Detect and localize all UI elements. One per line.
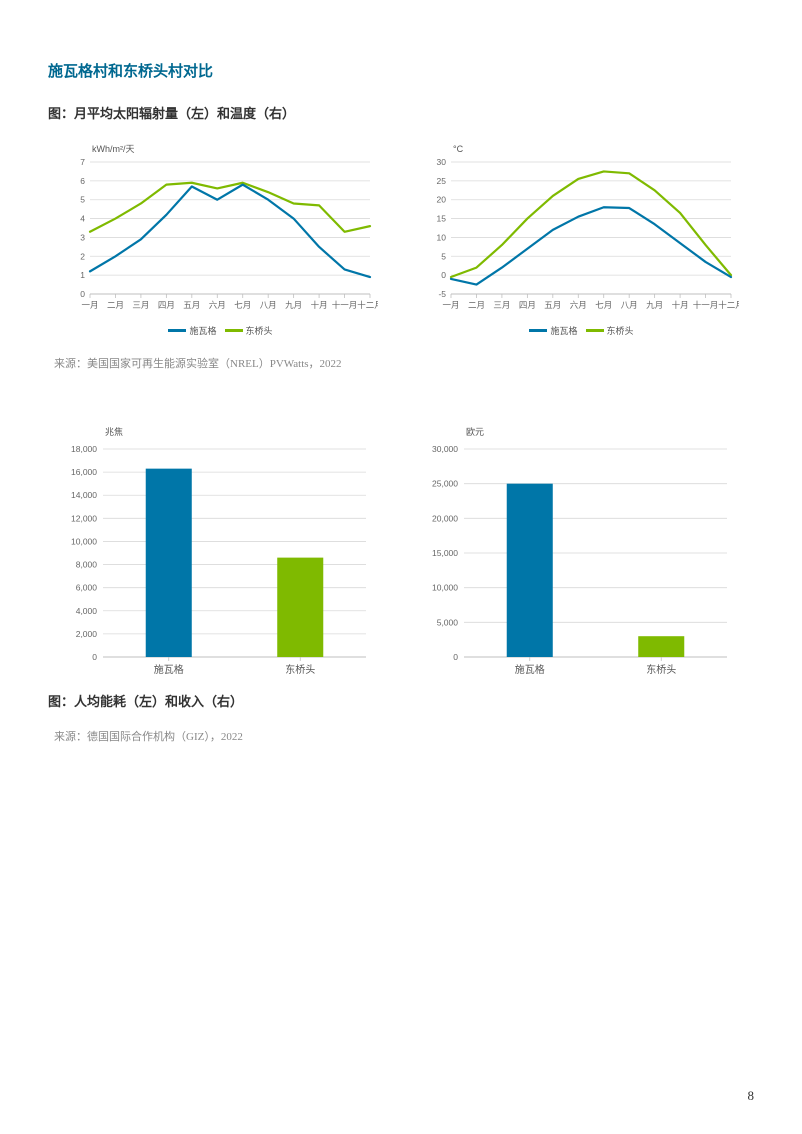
svg-text:七月: 七月: [234, 300, 251, 310]
svg-text:八月: 八月: [621, 300, 638, 310]
svg-text:6: 6: [80, 176, 85, 186]
svg-text:十一月: 十一月: [332, 300, 358, 310]
svg-text:20,000: 20,000: [432, 513, 458, 523]
figure1-title: 图：月平均太阳辐射量（左）和温度（右）: [48, 103, 754, 122]
svg-text:20: 20: [437, 195, 447, 205]
svg-text:施瓦格: 施瓦格: [515, 663, 545, 676]
temperature-legend: 施瓦格 东桥头: [409, 324, 754, 337]
svg-text:5,000: 5,000: [437, 617, 459, 627]
svg-text:一月: 一月: [442, 300, 459, 310]
svg-text:4: 4: [80, 214, 85, 224]
svg-text:10: 10: [437, 232, 447, 242]
svg-text:欧元: 欧元: [466, 426, 484, 437]
page-number: 8: [748, 1088, 755, 1104]
svg-text:十月: 十月: [311, 300, 328, 310]
svg-text:6,000: 6,000: [76, 583, 98, 593]
bar-charts-row: 兆焦 0 2,000 4,000 6,000 8,000 10,000 12,000 14,00…: [48, 421, 754, 681]
svg-text:-5: -5: [438, 289, 446, 299]
svg-text:六月: 六月: [570, 300, 587, 310]
source2: 来源：德国国际合作机构（GIZ），2022: [54, 728, 754, 744]
temperature-chart: °C -5 0 5 10 15 20 25 30 一月二月三月四月五月六月七月八月九月十月十一月十…: [409, 140, 754, 337]
svg-text:2,000: 2,000: [76, 629, 98, 639]
svg-text:三月: 三月: [132, 300, 149, 310]
svg-text:12,000: 12,000: [71, 513, 97, 523]
svg-text:8,000: 8,000: [76, 560, 98, 570]
svg-text:四月: 四月: [519, 300, 536, 310]
svg-text:15: 15: [437, 214, 447, 224]
legend-a: 施瓦格: [189, 324, 216, 337]
svg-text:5: 5: [80, 195, 85, 205]
income-chart: 欧元 0 5,000 10,000 15,000 20,000 25,000 30,000 施瓦…: [409, 421, 754, 681]
svg-text:15,000: 15,000: [432, 548, 458, 558]
svg-text:0: 0: [92, 652, 97, 662]
svg-text:30,000: 30,000: [432, 444, 458, 454]
line-charts-row: kWh/m²/天01234567一月二月三月四月五月六月七月八月九月十月十一月十…: [48, 140, 754, 337]
svg-text:5: 5: [441, 251, 446, 261]
svg-text:14,000: 14,000: [71, 490, 97, 500]
svg-text:2: 2: [80, 251, 85, 261]
source1: 来源：美国国家可再生能源实验室（NREL）PVWatts，2022: [54, 355, 754, 371]
svg-text:五月: 五月: [183, 300, 200, 310]
svg-text:六月: 六月: [209, 300, 226, 310]
svg-text:二月: 二月: [107, 300, 124, 310]
svg-text:十一月: 十一月: [693, 300, 719, 310]
section-title: 施瓦格村和东桥头村对比: [48, 60, 754, 81]
svg-text:七月: 七月: [595, 300, 612, 310]
legend-a: 施瓦格: [550, 324, 577, 337]
svg-text:18,000: 18,000: [71, 444, 97, 454]
svg-text:九月: 九月: [646, 300, 663, 310]
svg-text:kWh/m²/天: kWh/m²/天: [92, 144, 135, 154]
radiation-chart: kWh/m²/天 0 1 2 3 4 5 6 7 一月二月三月四月五月六月七月八月九月十月十一月十…: [48, 140, 393, 337]
svg-text:°C: °C: [453, 144, 464, 154]
svg-text:4,000: 4,000: [76, 606, 98, 616]
svg-text:7: 7: [80, 157, 85, 167]
legend-b: 东桥头: [246, 324, 273, 337]
svg-text:10,000: 10,000: [71, 536, 97, 546]
svg-text:10,000: 10,000: [432, 583, 458, 593]
legend-b: 东桥头: [607, 324, 634, 337]
svg-text:25,000: 25,000: [432, 479, 458, 489]
svg-text:25: 25: [437, 176, 447, 186]
radiation-legend: 施瓦格 东桥头: [48, 324, 393, 337]
svg-text:施瓦格: 施瓦格: [154, 663, 184, 676]
svg-text:十二月: 十二月: [718, 300, 739, 310]
svg-text:1: 1: [80, 270, 85, 280]
svg-text:十二月: 十二月: [357, 300, 378, 310]
svg-text:四月: 四月: [158, 300, 175, 310]
svg-text:三月: 三月: [493, 300, 510, 310]
svg-text:九月: 九月: [285, 300, 302, 310]
svg-text:东桥头: 东桥头: [285, 663, 315, 676]
svg-text:一月: 一月: [81, 300, 98, 310]
figure2-title: 图：人均能耗（左）和收入（右）: [48, 691, 754, 710]
svg-text:十月: 十月: [672, 300, 689, 310]
svg-text:二月: 二月: [468, 300, 485, 310]
svg-text:30: 30: [437, 157, 447, 167]
svg-text:0: 0: [441, 270, 446, 280]
svg-text:0: 0: [453, 652, 458, 662]
svg-text:3: 3: [80, 232, 85, 242]
energy-chart: 兆焦 0 2,000 4,000 6,000 8,000 10,000 12,000 14,00…: [48, 421, 393, 681]
svg-text:兆焦: 兆焦: [105, 426, 123, 437]
svg-text:东桥头: 东桥头: [646, 663, 676, 676]
svg-text:五月: 五月: [544, 300, 561, 310]
svg-text:八月: 八月: [260, 300, 277, 310]
svg-text:16,000: 16,000: [71, 467, 97, 477]
svg-text:0: 0: [80, 289, 85, 299]
